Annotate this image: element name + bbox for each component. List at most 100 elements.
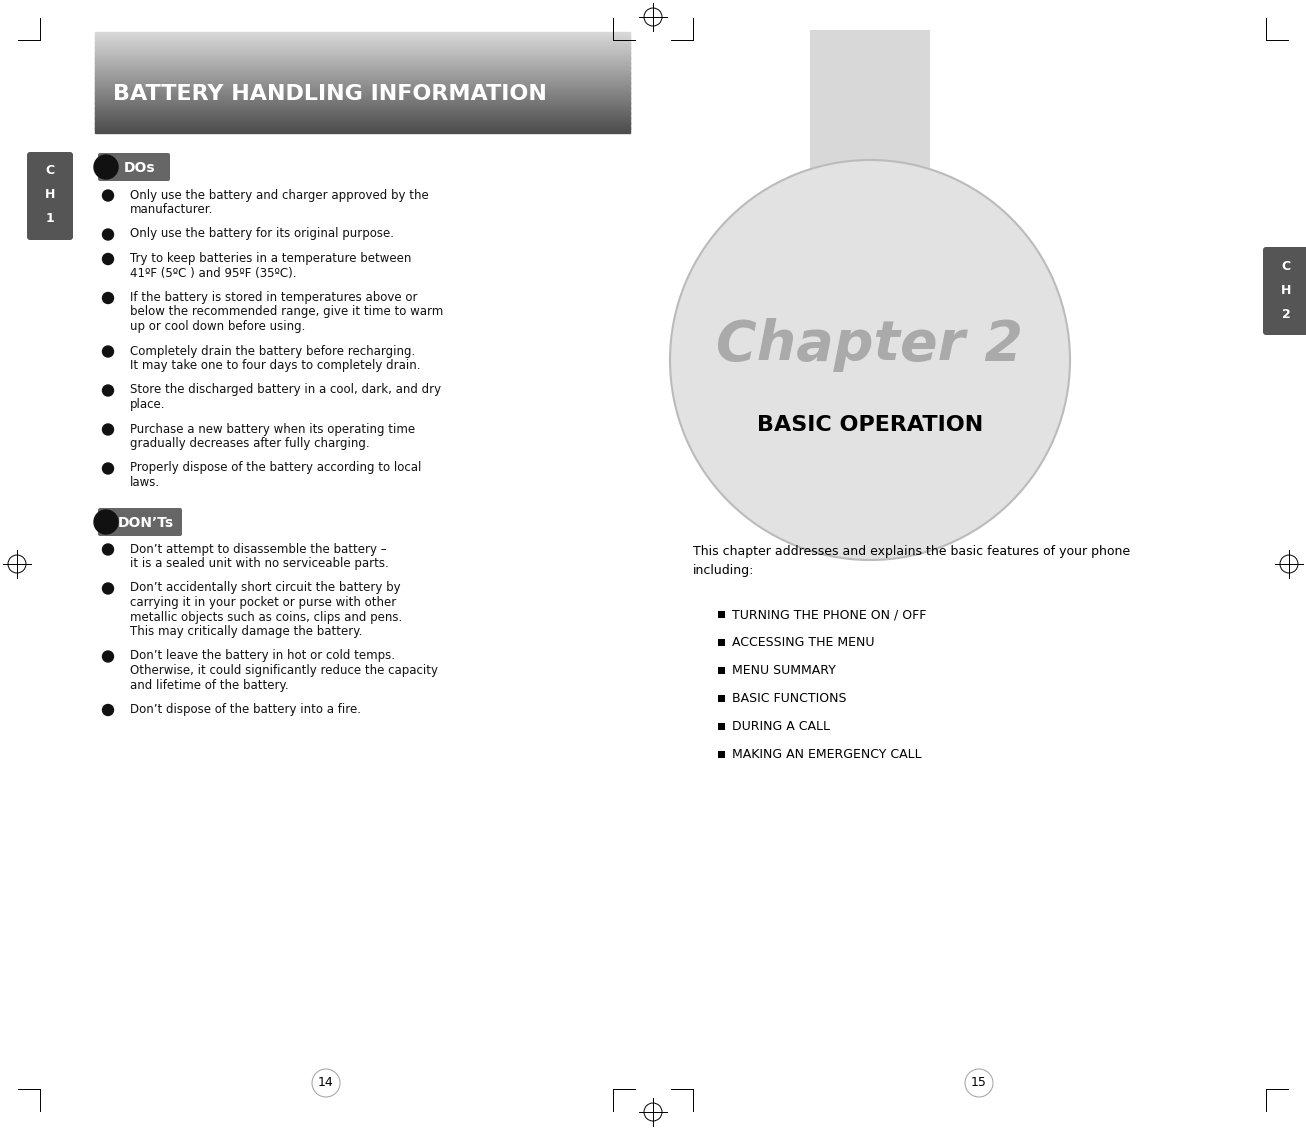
Text: BASIC FUNCTIONS: BASIC FUNCTIONS bbox=[731, 692, 846, 704]
FancyBboxPatch shape bbox=[1263, 247, 1306, 335]
Bar bbox=[95, 112, 629, 114]
Bar bbox=[718, 695, 725, 702]
Text: up or cool down before using.: up or cool down before using. bbox=[131, 320, 306, 333]
Text: Don’t accidentally short circuit the battery by: Don’t accidentally short circuit the bat… bbox=[131, 581, 401, 595]
Circle shape bbox=[965, 1069, 993, 1097]
Text: manufacturer.: manufacturer. bbox=[131, 203, 213, 216]
Circle shape bbox=[94, 510, 118, 534]
Text: and lifetime of the battery.: and lifetime of the battery. bbox=[131, 679, 289, 691]
Text: H: H bbox=[44, 189, 55, 201]
Bar bbox=[95, 91, 629, 94]
Bar bbox=[95, 65, 629, 68]
Text: gradually decreases after fully charging.: gradually decreases after fully charging… bbox=[131, 437, 370, 450]
Bar bbox=[95, 41, 629, 43]
Bar bbox=[95, 131, 629, 132]
Circle shape bbox=[312, 1069, 340, 1097]
Bar bbox=[95, 67, 629, 69]
Text: H: H bbox=[1281, 283, 1292, 297]
Bar bbox=[95, 99, 629, 102]
Text: metallic objects such as coins, clips and pens.: metallic objects such as coins, clips an… bbox=[131, 611, 402, 623]
Bar bbox=[95, 82, 629, 84]
Bar bbox=[95, 42, 629, 44]
Bar bbox=[95, 105, 629, 106]
Bar bbox=[95, 107, 629, 108]
Bar bbox=[95, 86, 629, 88]
Circle shape bbox=[102, 345, 114, 357]
Bar bbox=[95, 36, 629, 37]
Circle shape bbox=[102, 292, 114, 304]
FancyBboxPatch shape bbox=[98, 154, 170, 181]
Bar bbox=[95, 75, 629, 77]
Bar bbox=[95, 44, 629, 46]
Bar bbox=[95, 81, 629, 82]
Circle shape bbox=[102, 704, 114, 716]
Bar bbox=[95, 64, 629, 67]
Bar bbox=[95, 72, 629, 73]
Text: Completely drain the battery before recharging.: Completely drain the battery before rech… bbox=[131, 344, 415, 358]
Bar bbox=[95, 73, 629, 75]
Bar bbox=[95, 108, 629, 110]
Text: carrying it in your pocket or purse with other: carrying it in your pocket or purse with… bbox=[131, 596, 396, 609]
Text: Don’t dispose of the battery into a fire.: Don’t dispose of the battery into a fire… bbox=[131, 703, 360, 716]
Bar bbox=[95, 103, 629, 105]
Bar bbox=[95, 78, 629, 80]
Bar bbox=[95, 59, 629, 60]
Bar bbox=[95, 100, 629, 103]
Text: Try to keep batteries in a temperature between: Try to keep batteries in a temperature b… bbox=[131, 252, 411, 265]
Text: 41ºF (5ºC ) and 95ºF (35ºC).: 41ºF (5ºC ) and 95ºF (35ºC). bbox=[131, 266, 296, 280]
Text: 15: 15 bbox=[972, 1076, 987, 1089]
Text: Otherwise, it could significantly reduce the capacity: Otherwise, it could significantly reduce… bbox=[131, 664, 438, 677]
Bar bbox=[95, 114, 629, 116]
Bar bbox=[95, 33, 629, 35]
Bar bbox=[95, 46, 629, 47]
Bar bbox=[95, 95, 629, 96]
Circle shape bbox=[102, 254, 114, 264]
Bar bbox=[95, 37, 629, 38]
Circle shape bbox=[102, 229, 114, 240]
Text: C: C bbox=[1281, 260, 1290, 272]
Circle shape bbox=[102, 190, 114, 201]
Text: ACCESSING THE MENU: ACCESSING THE MENU bbox=[731, 636, 875, 649]
Bar bbox=[95, 87, 629, 89]
Bar bbox=[95, 119, 629, 120]
Circle shape bbox=[94, 155, 118, 180]
Text: Purchase a new battery when its operating time: Purchase a new battery when its operatin… bbox=[131, 422, 415, 436]
Text: 1: 1 bbox=[46, 212, 55, 226]
Bar bbox=[95, 55, 629, 58]
Bar bbox=[95, 122, 629, 124]
Text: BATTERY HANDLING INFORMATION: BATTERY HANDLING INFORMATION bbox=[114, 84, 547, 104]
Text: Properly dispose of the battery according to local: Properly dispose of the battery accordin… bbox=[131, 462, 422, 474]
Bar bbox=[95, 54, 629, 56]
Bar bbox=[95, 84, 629, 85]
Bar bbox=[95, 125, 629, 128]
Bar bbox=[95, 38, 629, 40]
Bar bbox=[810, 30, 930, 490]
Circle shape bbox=[102, 425, 114, 435]
Bar bbox=[718, 639, 725, 646]
Text: Only use the battery and charger approved by the: Only use the battery and charger approve… bbox=[131, 189, 428, 201]
Text: MENU SUMMARY: MENU SUMMARY bbox=[731, 664, 836, 677]
Bar bbox=[95, 70, 629, 71]
Bar bbox=[95, 52, 629, 54]
Text: Chapter 2: Chapter 2 bbox=[717, 318, 1024, 371]
FancyBboxPatch shape bbox=[27, 152, 73, 240]
Bar bbox=[95, 94, 629, 95]
Text: If the battery is stored in temperatures above or: If the battery is stored in temperatures… bbox=[131, 291, 418, 304]
Text: BASIC OPERATION: BASIC OPERATION bbox=[757, 415, 983, 435]
Text: Store the discharged battery in a cool, dark, and dry: Store the discharged battery in a cool, … bbox=[131, 384, 441, 396]
Bar bbox=[95, 32, 629, 34]
Bar bbox=[95, 77, 629, 79]
Bar bbox=[718, 667, 725, 674]
Text: Don’t leave the battery in hot or cold temps.: Don’t leave the battery in hot or cold t… bbox=[131, 649, 394, 663]
Text: TURNING THE PHONE ON / OFF: TURNING THE PHONE ON / OFF bbox=[731, 609, 926, 621]
Bar bbox=[95, 110, 629, 112]
Bar bbox=[95, 79, 629, 81]
Bar bbox=[95, 68, 629, 70]
Text: 14: 14 bbox=[319, 1076, 334, 1089]
Bar bbox=[718, 723, 725, 730]
Circle shape bbox=[102, 583, 114, 594]
Bar bbox=[95, 120, 629, 121]
Bar bbox=[95, 123, 629, 125]
Bar bbox=[95, 106, 629, 107]
Bar bbox=[95, 71, 629, 72]
